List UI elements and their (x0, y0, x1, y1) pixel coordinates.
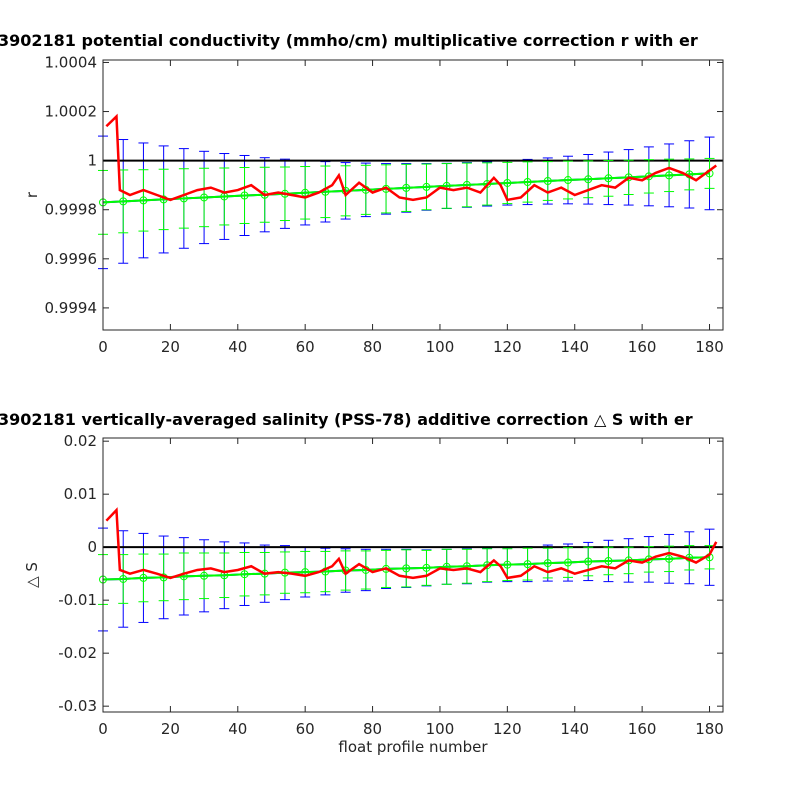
series-marker (523, 560, 532, 569)
series-marker (644, 172, 653, 181)
series-marker (139, 573, 148, 582)
y-tick-label: 0 (87, 538, 97, 556)
series-marker (240, 191, 249, 200)
x-tick-label: 100 (426, 720, 455, 738)
y-tick-label: -0.03 (58, 697, 97, 715)
series-marker (564, 176, 572, 185)
x-tick-label: 120 (493, 338, 522, 356)
y-axis-label: r (23, 191, 41, 198)
series-marker (422, 563, 431, 572)
series-marker (462, 562, 471, 571)
x-tick-label: 20 (161, 720, 180, 738)
x-tick-label: 40 (228, 338, 247, 356)
x-tick-label: 60 (296, 720, 315, 738)
x-tick-label: 140 (560, 338, 589, 356)
series-marker (584, 557, 593, 566)
series-marker (584, 175, 593, 184)
series-marker (503, 178, 512, 187)
x-tick-label: 140 (560, 720, 589, 738)
x-tick-label: 0 (98, 338, 108, 356)
x-tick-label: 180 (695, 338, 724, 356)
series-marker (665, 554, 674, 563)
x-tick-label: 60 (296, 338, 315, 356)
axes-box (102, 59, 724, 331)
y-tick-label: -0.02 (58, 644, 97, 662)
error-bar (704, 545, 715, 570)
y-tick-label: 0.9998 (45, 201, 98, 219)
chart-title: 3902181 potential conductivity (mmho/cm)… (0, 31, 698, 50)
x-tick-label: 40 (228, 720, 247, 738)
axes-box (102, 437, 724, 713)
y-tick-label: 0.02 (64, 432, 97, 450)
series-marker (119, 574, 128, 583)
plot-area (103, 438, 723, 712)
y-tick-label: -0.01 (58, 591, 97, 609)
y-tick-label: 1.0004 (45, 53, 98, 71)
x-axis-label: float profile number (338, 738, 488, 756)
y-tick-label: 0.9994 (45, 299, 98, 317)
series-marker (543, 559, 552, 568)
x-tick-label: 80 (363, 338, 382, 356)
chart-title: 3902181 vertically-averaged salinity (PS… (0, 410, 693, 429)
x-tick-label: 160 (628, 720, 657, 738)
series-marker (422, 182, 431, 191)
y-tick-label: 0.01 (64, 485, 97, 503)
x-tick-label: 80 (363, 720, 382, 738)
series-marker (240, 570, 249, 579)
x-tick-label: 160 (628, 338, 657, 356)
y-tick-label: 0.9996 (45, 250, 98, 268)
series-marker (119, 197, 128, 206)
series-marker (564, 558, 572, 567)
series-marker (402, 183, 411, 192)
series-marker (483, 179, 492, 188)
y-tick-label: 1.0002 (45, 103, 98, 121)
series-line (102, 172, 710, 204)
series-marker (523, 177, 532, 186)
series-marker (402, 564, 411, 573)
series-marker (483, 561, 492, 570)
series-marker (139, 196, 148, 205)
series-line (102, 556, 710, 581)
series-marker (604, 556, 613, 565)
series-marker (665, 171, 674, 180)
y-axis-label: △ S (23, 562, 41, 588)
series-line (105, 507, 718, 580)
series-line (105, 113, 717, 202)
x-tick-label: 180 (695, 720, 724, 738)
x-tick-label: 100 (426, 338, 455, 356)
series-marker (200, 571, 209, 580)
x-tick-label: 120 (493, 720, 522, 738)
series-marker (604, 174, 613, 183)
series-marker (543, 177, 552, 186)
series-marker (503, 560, 512, 569)
x-tick-label: 20 (161, 338, 180, 356)
y-tick-label: 1 (87, 152, 97, 170)
series-marker (200, 193, 209, 202)
x-tick-label: 0 (98, 720, 108, 738)
